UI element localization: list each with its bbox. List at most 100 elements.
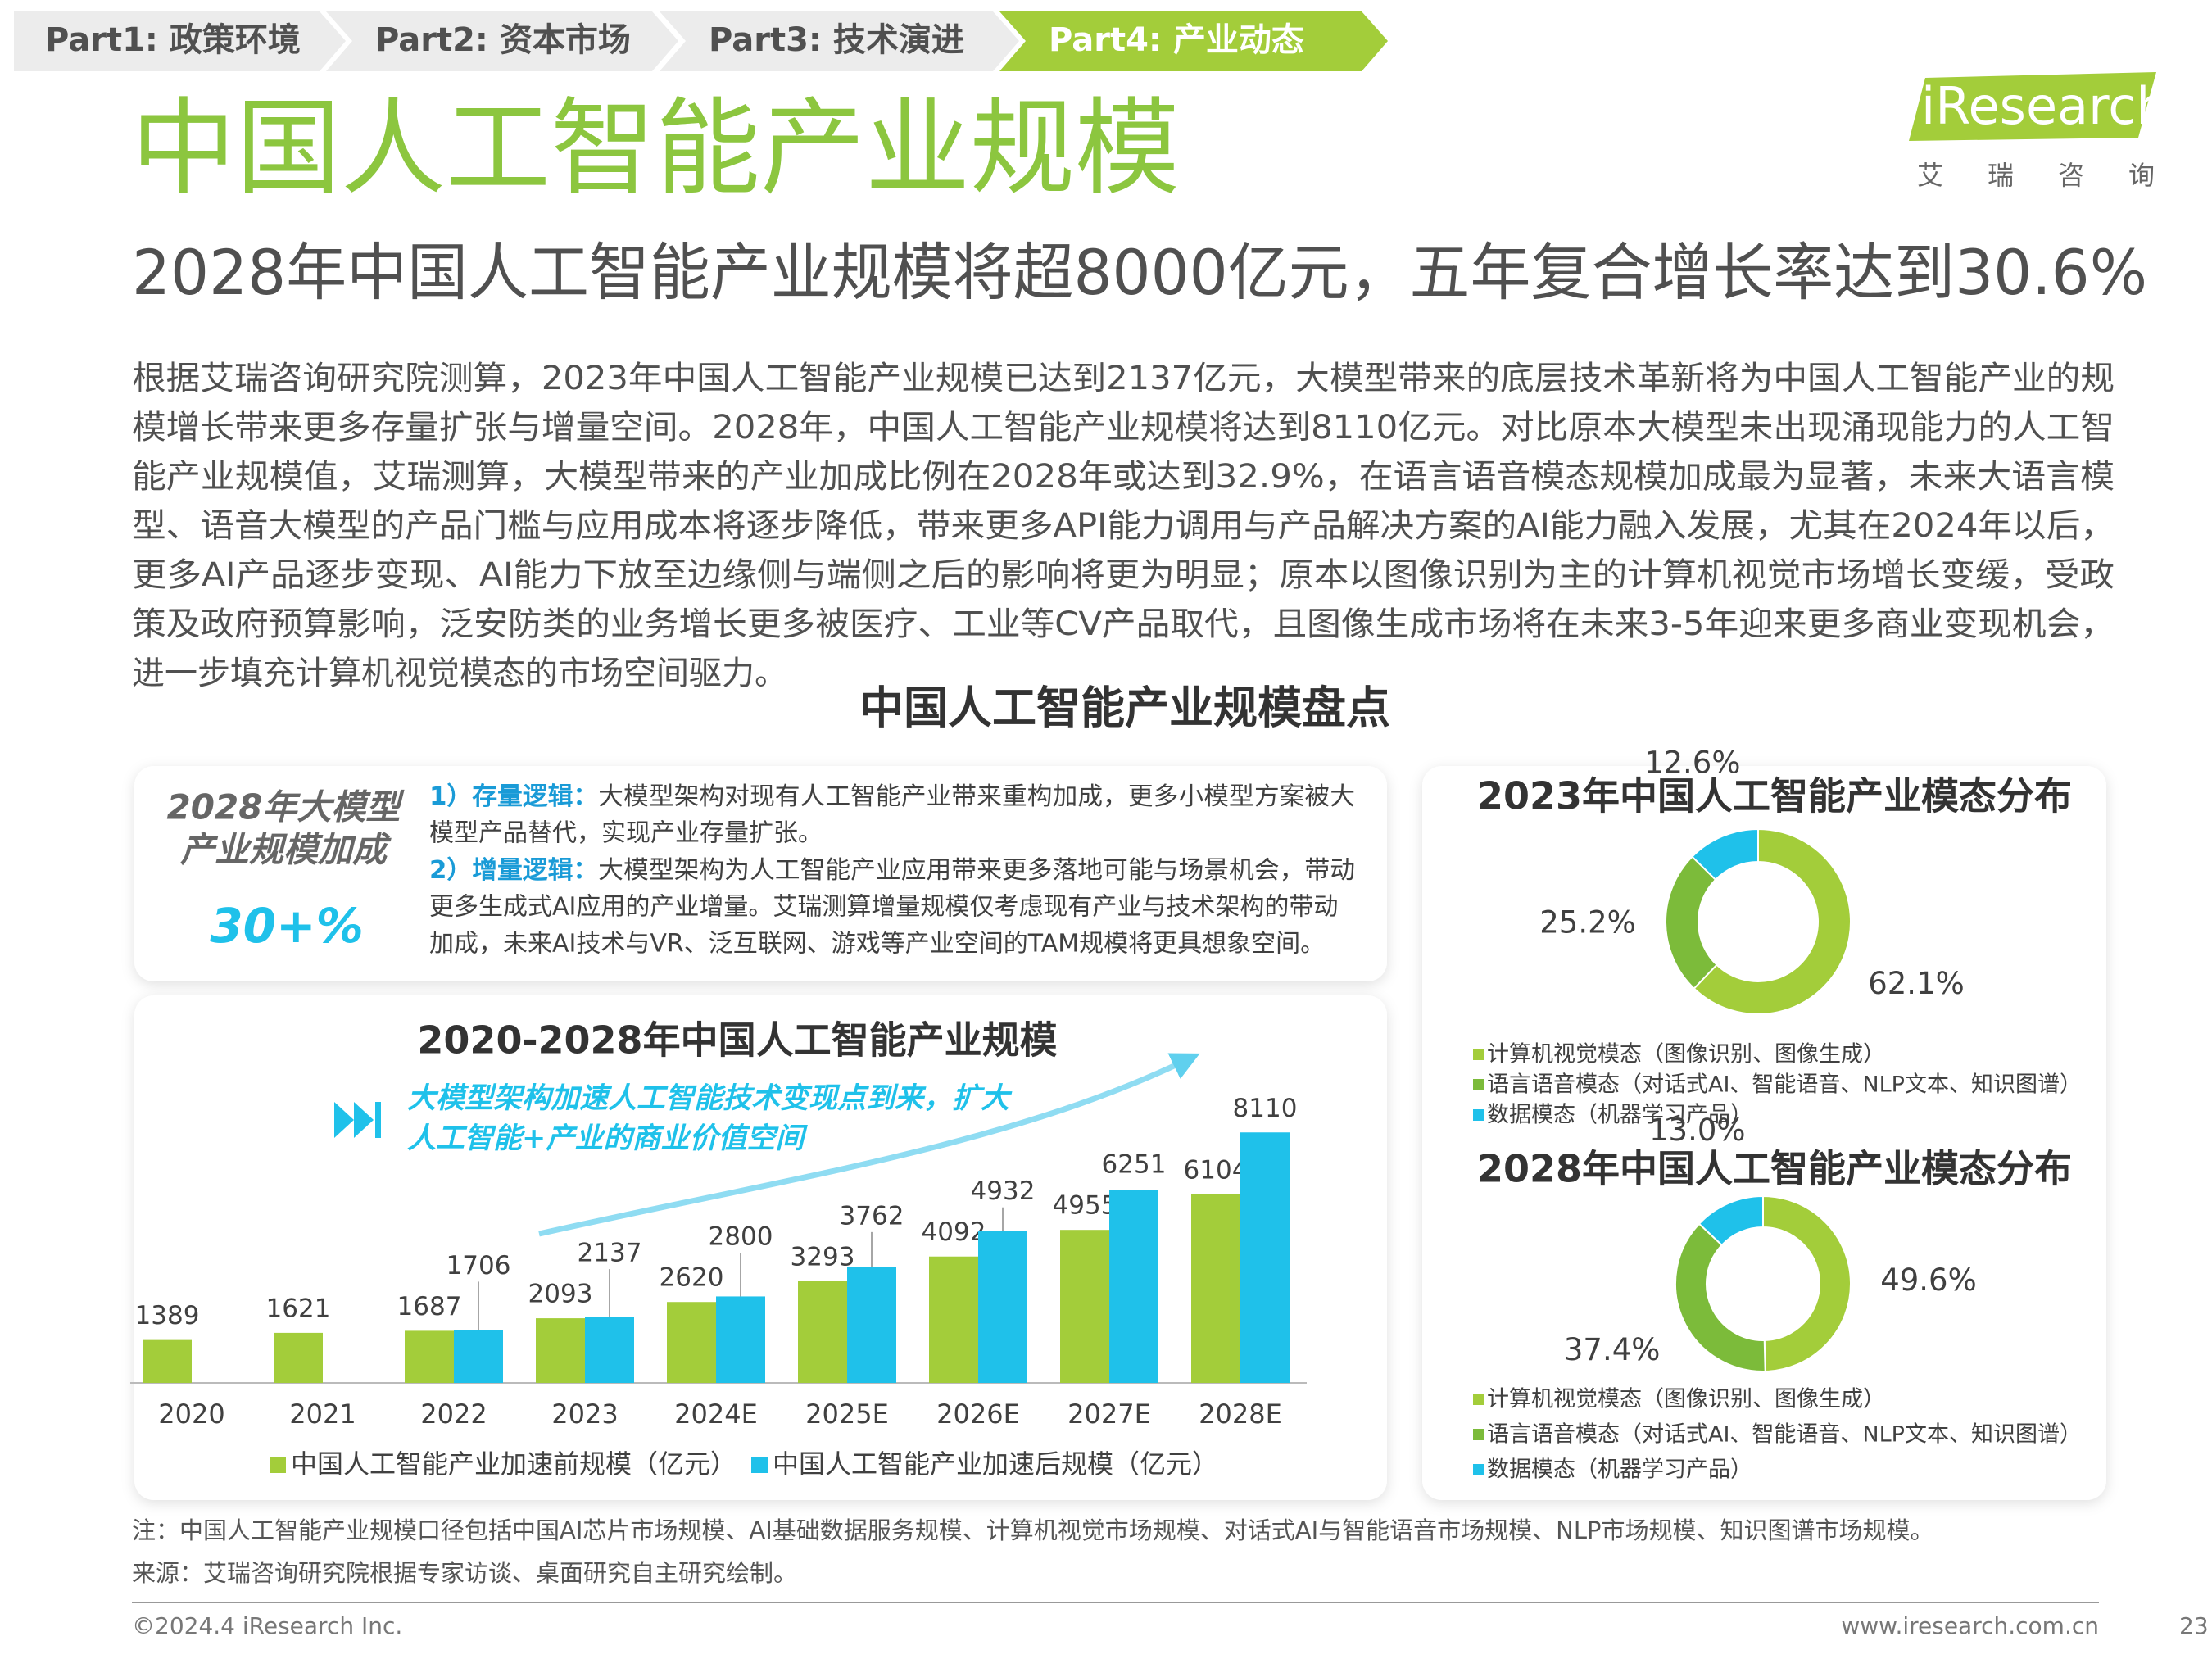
legend-swatch [1473,1464,1484,1475]
body-line: 更多AI产品逐步变现、AI能力下放至边缘侧与端侧之后的影响将更为明显；原本以图像… [132,556,2115,594]
donut-segment [1693,827,1852,1015]
donut-segment [1691,827,1759,882]
body-line: 进一步填充计算机视觉模态的市场空间驱力。 [132,655,787,692]
callout-card [134,766,1387,981]
callout-item-text: 大模型架构对现有人工智能产业带来重构加成，更多小模型方案被大 [598,782,1355,811]
x-tick-label: 2025E [805,1398,889,1430]
trend-arrow [538,1053,1200,1237]
donut-segment [1762,1194,1852,1372]
legend-swatch [1473,1429,1484,1440]
x-tick-label: 2026E [936,1398,1020,1430]
callout-item-line: 加成，未来AI技术与VR、泛互联网、游戏等产业空间的TAM规模将更具想象空间。 [429,930,1325,959]
logo-badge [1909,72,2156,141]
note: 来源：艾瑞咨询研究院根据专家访谈、桌面研究自主研究绘制。 [132,1559,797,1587]
nav-tab-label: Part4: 产业动态 [1049,21,1304,59]
donut-value-label: 25.2% [1539,904,1636,940]
bar [847,1267,896,1383]
bar [1191,1194,1240,1383]
bar [667,1302,716,1383]
bar-value-label: 2137 [578,1239,642,1268]
legend-swatch [1473,1109,1484,1121]
bar-value-label: 1706 [446,1251,511,1281]
legend-swatch [1473,1079,1484,1090]
bar [1109,1190,1158,1383]
x-tick-label: 2022 [420,1398,487,1430]
logo-name: iResearch [1921,76,2169,136]
bar-value-label: 2093 [528,1280,593,1309]
bar [405,1330,454,1383]
donut-value-label: 37.4% [1564,1332,1661,1367]
legend-swatch [751,1457,768,1473]
bar-value-label: 2800 [709,1222,773,1252]
bar-value-label: 4092 [922,1217,986,1247]
bar [716,1296,765,1383]
page-subtitle: 2028年中国人工智能产业规模将超8000亿元，五年复合增长率达到30.6% [132,236,2147,309]
bar-value-label: 1389 [135,1301,200,1330]
donut-value-label: 49.6% [1880,1262,1977,1298]
legend-label: 中国人工智能产业加速前规模（亿元） [291,1448,737,1480]
chart-title: 2023年中国人工智能产业模态分布 [1477,774,2072,818]
footer-copyright: ©2024.4 iResearch Inc. [132,1612,402,1639]
callout-highlight: 30+% [210,898,363,954]
nav-tab-label: Part3: 技术演进 [709,21,964,59]
donut-value-label: 62.1% [1868,966,1965,1001]
body-line: 模增长带来更多存量扩张与增量空间。2028年，中国人工智能产业规模将达到8110… [132,409,2115,446]
callout-item-label: 1）存量逻辑： [429,782,598,811]
body-line: 能产业规模值，艾瑞测算，大模型带来的产业加成比例在2028年或达到32.9%，在… [132,458,2115,496]
chart-annotation: 人工智能+产业的商业价值空间 [407,1122,808,1155]
footer-url: www.iresearch.com.cn [1841,1612,2099,1639]
callout-item-label: 2）增量逻辑： [429,856,598,885]
note: 注：中国人工智能产业规模口径包括中国AI芯片市场规模、AI基础数据服务规模、计算… [132,1516,1934,1544]
legend-swatch [270,1457,286,1473]
section-title: 中国人工智能产业规模盘点 [859,682,1390,734]
callout-item-line: 模型产品替代，实现产业存量扩张。 [429,819,823,848]
icon-part [375,1102,381,1138]
legend-label: 数据模态（机器学习产品） [1487,1103,1752,1128]
legend-label: 数据模态（机器学习产品） [1487,1457,1752,1483]
bar-value-label: 6104 [1184,1155,1249,1185]
bar-value-label: 3293 [791,1242,855,1271]
legend-swatch [1473,1049,1484,1060]
callout-heading: 2028年大模型 [167,787,406,827]
legend-label: 计算机视觉模态（图像识别、图像生成） [1487,1387,1885,1412]
bar [143,1339,192,1383]
bar-value-label: 4955 [1053,1191,1117,1221]
callout-heading: 产业规模加成 [180,830,392,870]
callout-item-line: 1）存量逻辑： 大模型架构对现有人工智能产业带来重构加成，更多小模型方案被大 [429,782,1355,811]
bar-value-label: 1687 [397,1292,462,1321]
bar [585,1317,634,1383]
nav-tab-label: Part1: 政策环境 [45,21,301,59]
donut-value-label: 13.0% [1649,1113,1746,1148]
chart-title: 2020-2028年中国人工智能产业规模 [417,1018,1057,1063]
page-number: 23 [2179,1612,2209,1639]
donut-value-label: 12.6% [1644,746,1741,781]
logo-subtitle: 艾 瑞 咨 询 [1917,160,2155,191]
x-tick-label: 2024E [674,1398,758,1430]
bar [1240,1132,1290,1383]
bar [798,1281,847,1383]
icon-part [354,1102,374,1138]
pie-card [1422,766,2106,1500]
callout-item-line: 2）增量逻辑： 大模型架构为人工智能产业应用带来更多落地可能与场景机会，带动 [429,856,1355,885]
callout-item-line: 更多生成式AI应用的产业增量。艾瑞测算增量规模仅考虑现有产业与技术架构的带动 [429,893,1338,922]
nav-tab-label: Part2: 资本市场 [375,21,631,59]
nav-tab [326,11,678,71]
legend-label: 语言语音模态（对话式AI、智能语音、NLP文本、知识图谱） [1487,1072,2082,1098]
bar-value-label: 8110 [1233,1094,1298,1123]
bar [454,1330,503,1383]
fast-forward-icon [334,1102,381,1138]
nav-tab [14,11,346,71]
nav-tab [999,11,1388,71]
donut-segment [1675,1222,1766,1372]
legend-label: 中国人工智能产业加速后规模（亿元） [773,1448,1218,1480]
bar [1060,1230,1109,1383]
legend-label: 计算机视觉模态（图像识别、图像生成） [1487,1042,1885,1067]
bar [978,1231,1027,1383]
callout-item-text: 大模型架构为人工智能产业应用带来更多落地可能与场景机会，带动 [598,856,1355,885]
legend-label: 语言语音模态（对话式AI、智能语音、NLP文本、知识图谱） [1487,1422,2082,1448]
legend-swatch [1473,1394,1484,1405]
x-tick-label: 2027E [1067,1398,1151,1430]
bar-value-label: 2620 [660,1263,724,1293]
